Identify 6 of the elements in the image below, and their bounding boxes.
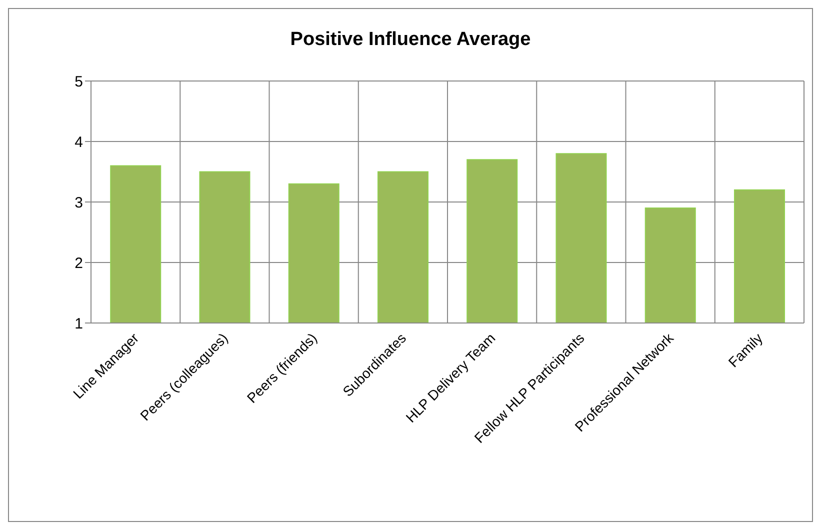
chart-title: Positive Influence Average [289,29,532,51]
y-tick-label: 4 [74,134,83,151]
y-tick-label: 3 [74,194,83,212]
y-tick-label: 2 [74,254,83,272]
y-tick-label: 5 [74,73,83,90]
y-tick-label: 1 [74,315,83,332]
